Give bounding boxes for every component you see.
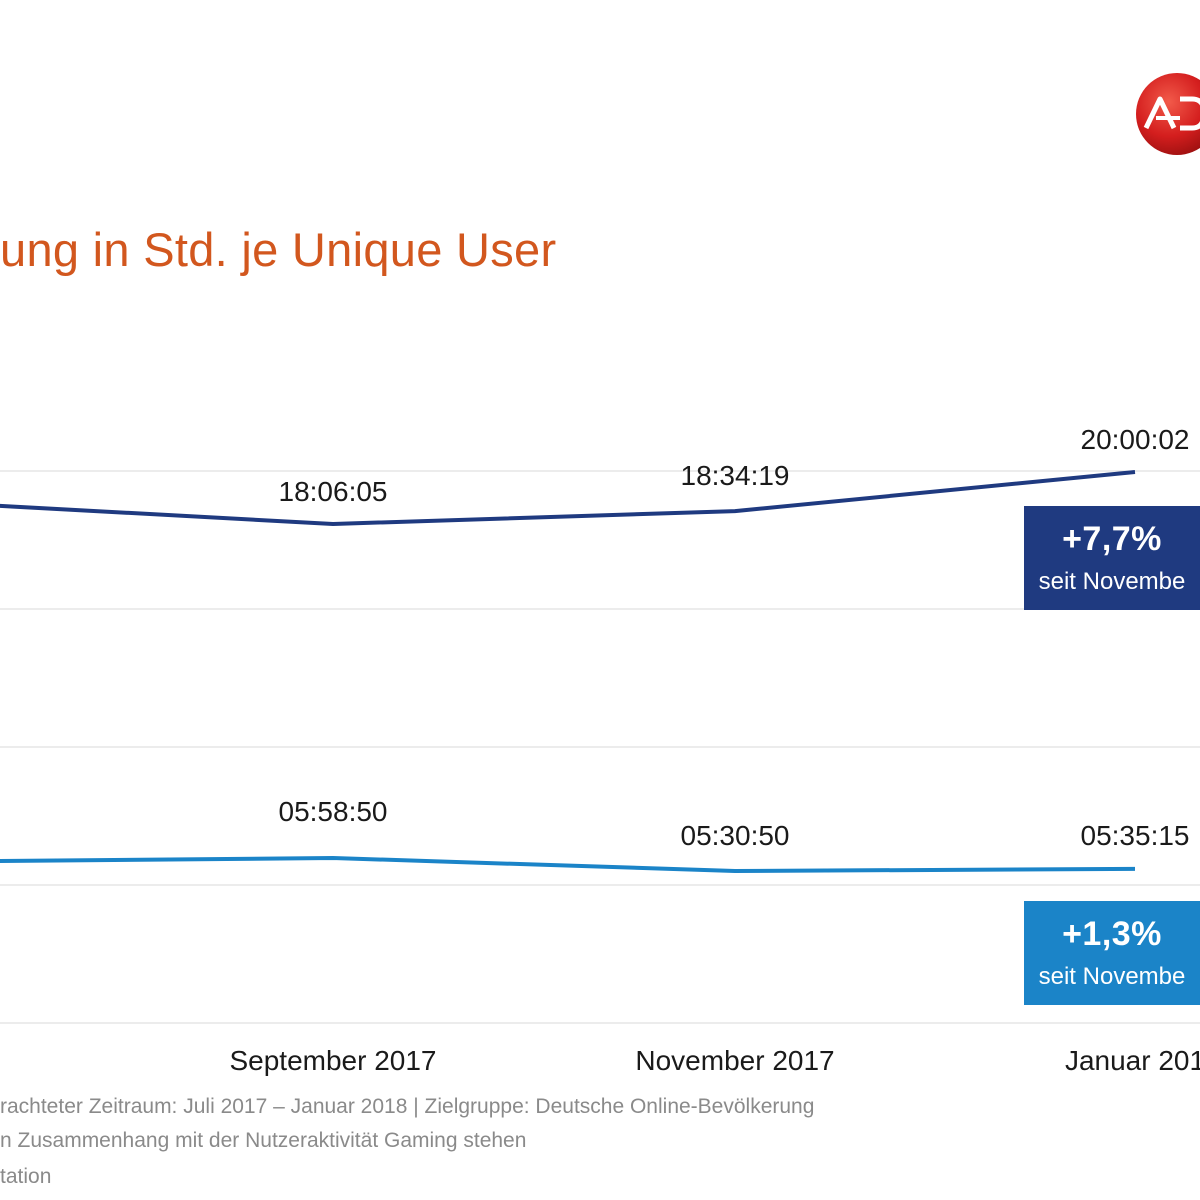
chart-title: ung in Std. je Unique User (0, 223, 557, 276)
change-badge-bottom: +1,3% seit Novembe (1024, 901, 1200, 1005)
adot-logo-icon (1134, 72, 1200, 156)
grid-lines (0, 470, 1200, 1024)
data-label-1-3: 05:35:15 (1081, 820, 1190, 851)
x-tick-label-0: September 2017 (229, 1045, 436, 1076)
data-labels: 18:06:05 18:34:19 20:00:02 05:58:50 05:30:50… (279, 424, 1190, 851)
x-axis: September 2017 November 2017 Januar 201 (229, 1045, 1200, 1076)
x-tick-label-1: November 2017 (635, 1045, 834, 1076)
series-line-1 (0, 856, 1136, 873)
footnote-period: rachteter Zeitraum: Juli 2017 – Januar 2… (0, 1095, 815, 1118)
data-label-0-2: 18:34:19 (681, 460, 790, 491)
footnote-context: n Zusammenhang mit der Nutzeraktivität G… (0, 1129, 527, 1152)
series-lines (0, 470, 1136, 873)
change-badge-top: +7,7% seit Novembe (1024, 506, 1200, 610)
footnote-source: tation (0, 1165, 52, 1188)
badge-top-value: +7,7% (1062, 520, 1162, 558)
badge-bottom-text: seit Novembe (1038, 963, 1186, 990)
data-label-0-3: 20:00:02 (1081, 424, 1190, 455)
x-tick-label-2: Januar 201 (1065, 1045, 1200, 1076)
data-label-0-1: 18:06:05 (279, 476, 388, 507)
badge-bottom-value: +1,3% (1062, 915, 1162, 953)
data-label-1-2: 05:30:50 (681, 820, 790, 851)
series-line-0 (0, 470, 1136, 526)
data-label-1-1: 05:58:50 (279, 796, 388, 827)
badge-top-text: seit Novembe (1038, 568, 1186, 595)
